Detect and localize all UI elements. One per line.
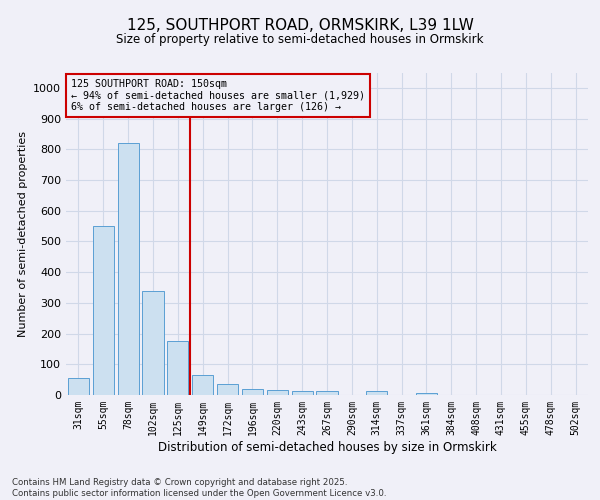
- X-axis label: Distribution of semi-detached houses by size in Ormskirk: Distribution of semi-detached houses by …: [158, 440, 496, 454]
- Bar: [93, 226, 114, 395]
- Bar: [242, 390, 263, 395]
- Bar: [142, 290, 164, 395]
- Bar: [217, 384, 238, 395]
- Bar: [192, 375, 213, 395]
- Text: Size of property relative to semi-detached houses in Ormskirk: Size of property relative to semi-detach…: [116, 32, 484, 46]
- Bar: [366, 392, 387, 395]
- Bar: [118, 143, 139, 395]
- Bar: [68, 378, 89, 395]
- Text: 125, SOUTHPORT ROAD, ORMSKIRK, L39 1LW: 125, SOUTHPORT ROAD, ORMSKIRK, L39 1LW: [127, 18, 473, 32]
- Text: 125 SOUTHPORT ROAD: 150sqm
← 94% of semi-detached houses are smaller (1,929)
6% : 125 SOUTHPORT ROAD: 150sqm ← 94% of semi…: [71, 79, 365, 112]
- Text: Contains HM Land Registry data © Crown copyright and database right 2025.
Contai: Contains HM Land Registry data © Crown c…: [12, 478, 386, 498]
- Bar: [316, 392, 338, 395]
- Bar: [267, 390, 288, 395]
- Bar: [416, 392, 437, 395]
- Bar: [167, 341, 188, 395]
- Y-axis label: Number of semi-detached properties: Number of semi-detached properties: [17, 130, 28, 337]
- Bar: [292, 392, 313, 395]
